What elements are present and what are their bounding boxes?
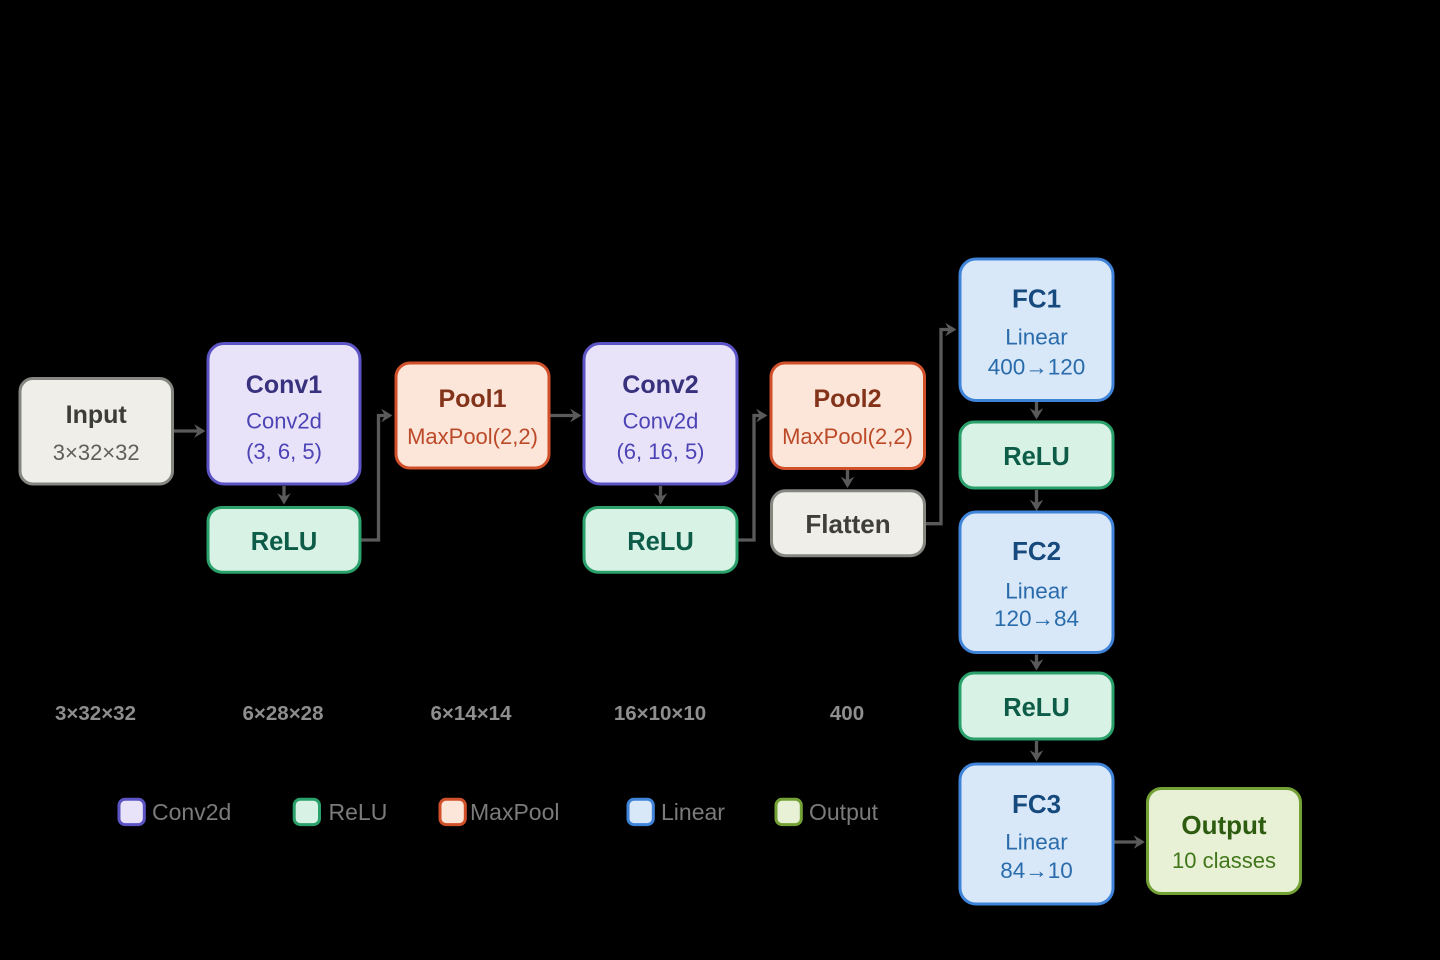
svg-text:400: 400	[830, 702, 864, 725]
svg-text:Conv2d: Conv2d	[246, 409, 322, 434]
svg-text:Linear: Linear	[1005, 325, 1068, 350]
svg-text:ReLU: ReLU	[1003, 443, 1070, 471]
svg-text:3×32×32: 3×32×32	[55, 702, 136, 725]
svg-text:ReLU: ReLU	[251, 528, 318, 556]
svg-text:ReLU: ReLU	[627, 528, 694, 556]
svg-text:Linear: Linear	[661, 799, 725, 825]
svg-text:MaxPool(2,2): MaxPool(2,2)	[407, 424, 538, 449]
svg-text:120→84: 120→84	[994, 606, 1079, 631]
svg-text:Flatten: Flatten	[805, 509, 890, 539]
svg-text:3×32×32: 3×32×32	[53, 440, 140, 465]
svg-text:Conv2d: Conv2d	[623, 409, 699, 434]
svg-text:(3, 6, 5): (3, 6, 5)	[246, 439, 322, 464]
svg-text:(6, 16, 5): (6, 16, 5)	[616, 439, 704, 464]
svg-text:Conv2d: Conv2d	[152, 799, 231, 825]
svg-text:Conv1: Conv1	[246, 371, 323, 399]
svg-text:400→120: 400→120	[988, 355, 1086, 380]
svg-text:6×28×28: 6×28×28	[243, 702, 324, 725]
svg-text:FC1: FC1	[1012, 284, 1061, 314]
svg-text:10 classes: 10 classes	[1172, 848, 1276, 873]
svg-text:ReLU: ReLU	[329, 799, 388, 825]
svg-text:Linear: Linear	[1005, 579, 1068, 604]
svg-text:MaxPool: MaxPool	[470, 799, 559, 825]
svg-text:FC2: FC2	[1012, 536, 1061, 566]
svg-text:6×14×14: 6×14×14	[431, 702, 513, 725]
svg-text:Output: Output	[809, 799, 879, 825]
svg-text:Output: Output	[1181, 810, 1267, 840]
svg-text:Pool1: Pool1	[438, 385, 506, 413]
svg-text:Input: Input	[66, 401, 128, 429]
svg-text:FC3: FC3	[1012, 789, 1061, 819]
svg-text:84→10: 84→10	[1000, 858, 1073, 883]
svg-text:16×10×10: 16×10×10	[614, 702, 706, 725]
svg-text:Conv2: Conv2	[622, 371, 698, 399]
svg-text:ReLU: ReLU	[1003, 694, 1070, 722]
svg-text:Linear: Linear	[1005, 830, 1068, 855]
svg-text:MaxPool(2,2): MaxPool(2,2)	[782, 424, 913, 449]
svg-text:Pool2: Pool2	[813, 385, 881, 413]
